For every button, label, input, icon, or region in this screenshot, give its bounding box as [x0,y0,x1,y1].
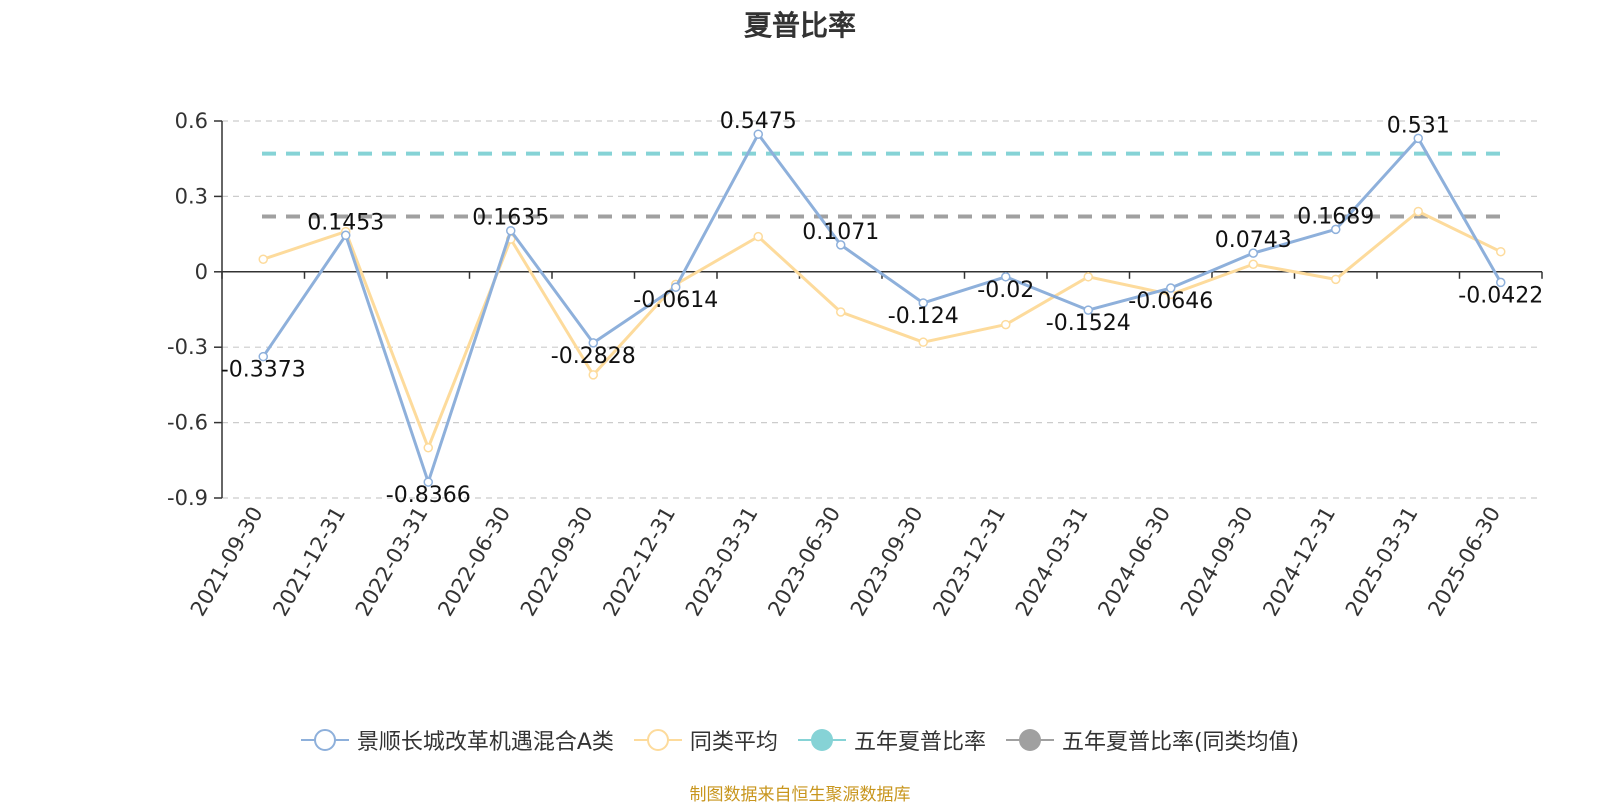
data-label: -0.02 [977,278,1034,303]
legend-marker-peer-average-icon [633,729,682,751]
x-tick-label: 2023-03-31 [681,503,763,621]
x-tick-label: 2025-03-31 [1341,503,1423,621]
data-label: -0.0614 [633,288,718,313]
data-point [423,442,433,453]
x-tick-label: 2024-09-30 [1176,503,1258,621]
x-tick-label: 2022-12-31 [598,503,680,621]
data-label: 0.1635 [472,206,549,231]
data-label: -0.124 [888,304,959,329]
x-tick-label: 2023-09-30 [846,503,928,621]
data-point [918,298,928,308]
data-point [836,240,846,250]
data-point [423,477,433,487]
data-point [1413,206,1423,217]
data-point [1001,319,1011,330]
legend-item-fund[interactable]: 景顺长城改革机遇混合A类 [300,724,614,756]
series-layer [258,129,1506,487]
data-point [258,254,268,264]
x-tick-label: 2023-12-31 [928,503,1010,621]
reference-lines [262,151,1502,219]
data-point [671,282,681,292]
x-tick-label: 2024-12-31 [1258,503,1340,621]
data-point [918,337,928,347]
series-line [262,132,1503,484]
data-point [1083,272,1093,282]
data-point [1331,274,1341,285]
data-point [1496,246,1506,257]
data-label: -0.0422 [1458,283,1543,308]
legend-marker-fund-icon [300,729,349,751]
source-note: 制图数据来自恒生聚源数据库 [689,785,911,805]
x-tick-label: 2025-06-30 [1423,503,1505,621]
x-tick-label: 2022-06-30 [433,503,515,621]
legend: 景顺长城改革机遇混合A类 同类平均 五年夏普比率 五年夏普比率(同类均值) [0,724,1600,756]
data-label: 0.0743 [1215,228,1292,253]
data-label: -0.8366 [386,483,471,508]
x-tick-label: 2021-12-31 [268,503,350,621]
data-label: 0.5475 [720,109,797,134]
x-tick-label: 2021-09-30 [186,503,268,621]
data-label: 0.1689 [1297,204,1374,229]
data-label: 0.1453 [307,210,384,235]
y-tick-label: -0.3 [167,335,208,359]
x-tick-label: 2024-06-30 [1093,503,1175,621]
data-labels: -0.3373 0.1453 -0.8366 0.1635 -0.2828 -0.0614… [221,109,1543,508]
y-tick-label: 0 [195,260,208,284]
data-label: 0.1071 [802,220,879,245]
data-point [1083,305,1093,315]
data-label: -0.2828 [551,344,636,369]
data-label: -0.0646 [1128,289,1213,314]
legend-marker-five-year-sharpe-icon [797,729,846,751]
data-point [1413,133,1423,144]
y-tick-label: 0.6 [175,109,208,133]
y-tick-label: -0.9 [167,486,208,510]
legend-item-five-year-sharpe-peer[interactable]: 五年夏普比率(同类均值) [1005,724,1300,756]
y-tick-label: -0.6 [167,411,208,435]
legend-item-five-year-sharpe[interactable]: 五年夏普比率 [797,724,986,756]
data-point [1001,272,1011,282]
legend-item-peer-average[interactable]: 同类平均 [633,724,778,756]
data-label: -0.1524 [1046,311,1131,336]
x-tick-label: 2022-03-31 [351,503,433,621]
data-point [1248,259,1258,270]
legend-marker-five-year-sharpe-peer-icon [1005,729,1054,751]
series-line [262,209,1502,450]
legend-label-peer-average: 同类平均 [689,730,778,755]
data-point [506,225,516,236]
legend-label-five-year-sharpe: 五年夏普比率 [853,730,986,755]
data-point [1331,224,1341,235]
data-point [1496,277,1506,288]
data-label: 0.531 [1387,113,1450,138]
data-point [753,129,763,139]
x-tick-label: 2024-03-31 [1011,503,1093,621]
data-point [753,231,763,242]
data-point [836,307,846,317]
data-point [588,338,598,348]
data-point [1166,283,1176,293]
x-tick-label: 2022-09-30 [516,503,598,621]
data-point [258,351,268,362]
grid-layer [222,120,1542,499]
y-tick-label: 0.3 [175,184,208,208]
data-point [1248,248,1258,258]
data-point [588,370,598,380]
x-tick-label: 2023-06-30 [763,503,845,621]
chart-title: 夏普比率 [743,9,856,42]
data-label: -0.3373 [221,358,306,383]
legend-label-five-year-sharpe-peer: 五年夏普比率(同类均值) [1061,730,1300,755]
legend-label-fund: 景顺长城改革机遇混合A类 [356,730,614,755]
data-point [341,230,351,241]
